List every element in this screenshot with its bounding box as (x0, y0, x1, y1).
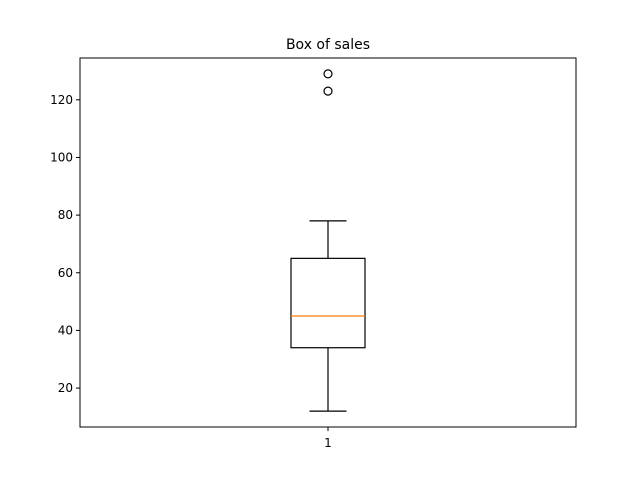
y-tick-label: 120 (50, 93, 73, 107)
y-axis: 20 40 60 80 100 120 (50, 93, 80, 395)
box-iqr (290, 257, 366, 349)
y-tick-label: 80 (58, 208, 73, 222)
y-tick-label: 100 (50, 150, 73, 164)
outlier-point (323, 86, 333, 96)
chart-title: Box of sales (286, 37, 370, 53)
y-tick-label: 60 (58, 266, 73, 280)
x-tick-label: 1 (324, 436, 332, 450)
box-series (290, 69, 366, 412)
y-tick-label: 20 (58, 381, 73, 395)
y-tick-label: 40 (58, 323, 73, 337)
outlier-point (323, 69, 333, 79)
x-axis: 1 (324, 427, 332, 450)
